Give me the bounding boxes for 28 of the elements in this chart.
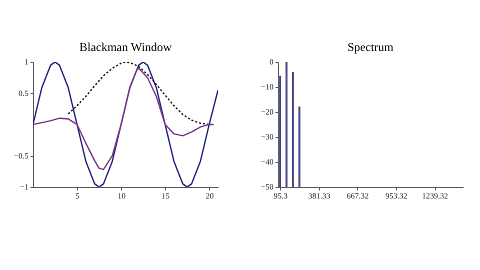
y-tick-label: −40 — [260, 158, 274, 166]
bar — [286, 62, 288, 187]
y-tick-label: 0 — [270, 58, 274, 66]
line-series — [68, 62, 210, 126]
chart-title: Blackman Window — [79, 40, 172, 54]
x-tick-label: 953.32 — [385, 192, 408, 200]
bar — [279, 76, 282, 187]
y-tick-label: −10 — [260, 82, 274, 92]
y-tick-label: 1 — [24, 58, 28, 66]
bar — [292, 72, 294, 187]
y-tick-label: −20 — [260, 108, 274, 116]
x-tick-label: 95.3 — [274, 192, 288, 200]
y-tick-label: 0.5 — [18, 88, 28, 98]
y-tick-label: −1 — [20, 182, 28, 192]
line-series — [33, 68, 214, 170]
y-tick-label: −0.5 — [14, 151, 28, 160]
y-tick-label: −30 — [260, 132, 274, 142]
x-tick-label: 1239.32 — [422, 192, 448, 200]
y-tick-label: −50 — [260, 182, 274, 192]
x-tick-label: 15 — [162, 192, 170, 200]
x-tick-label: 667.32 — [346, 192, 369, 200]
chart-title: Spectrum — [348, 40, 394, 54]
x-tick-label: 10 — [118, 192, 126, 200]
x-tick-label: 20 — [206, 192, 214, 200]
bar — [298, 106, 300, 187]
x-tick-label: 5 — [76, 192, 80, 200]
line-series — [33, 62, 218, 187]
x-tick-label: 381.33 — [308, 192, 330, 200]
